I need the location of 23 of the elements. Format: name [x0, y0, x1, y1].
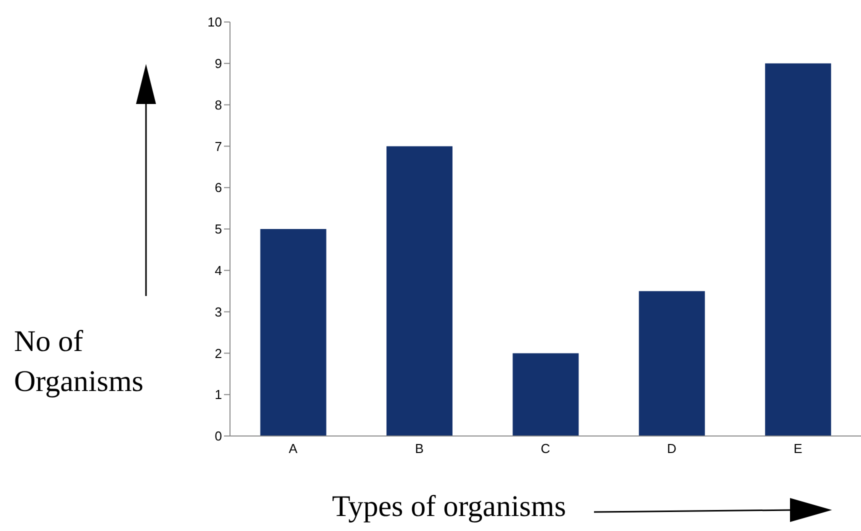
- y-tick-label: 6: [214, 180, 222, 196]
- y-tick-label: 1: [214, 387, 222, 402]
- bar: [386, 146, 452, 436]
- y-tick-label: 8: [214, 97, 222, 112]
- x-tick-label: A: [288, 441, 298, 456]
- y-axis-title: No of Organisms: [14, 324, 144, 400]
- x-tick-label: B: [414, 441, 424, 456]
- bar: [260, 229, 326, 436]
- x-tick-label: C: [540, 441, 550, 456]
- y-tick-label: 2: [214, 346, 222, 361]
- bar: [765, 63, 832, 436]
- y-tick-label: 7: [214, 138, 222, 154]
- bar: [638, 291, 705, 436]
- x-tick-label: D: [667, 441, 676, 456]
- y-tick-label: 3: [214, 304, 222, 320]
- y-tick-label: 5: [214, 222, 222, 237]
- y-tick-label: 0: [214, 428, 222, 444]
- y-tick-label: 10: [208, 14, 222, 30]
- x-axis-title: Types of organisms: [332, 490, 566, 524]
- bar: [512, 353, 579, 436]
- x-tick-label: E: [794, 441, 803, 456]
- y-tick-label: 9: [214, 56, 222, 72]
- y-tick-label: 4: [214, 263, 222, 278]
